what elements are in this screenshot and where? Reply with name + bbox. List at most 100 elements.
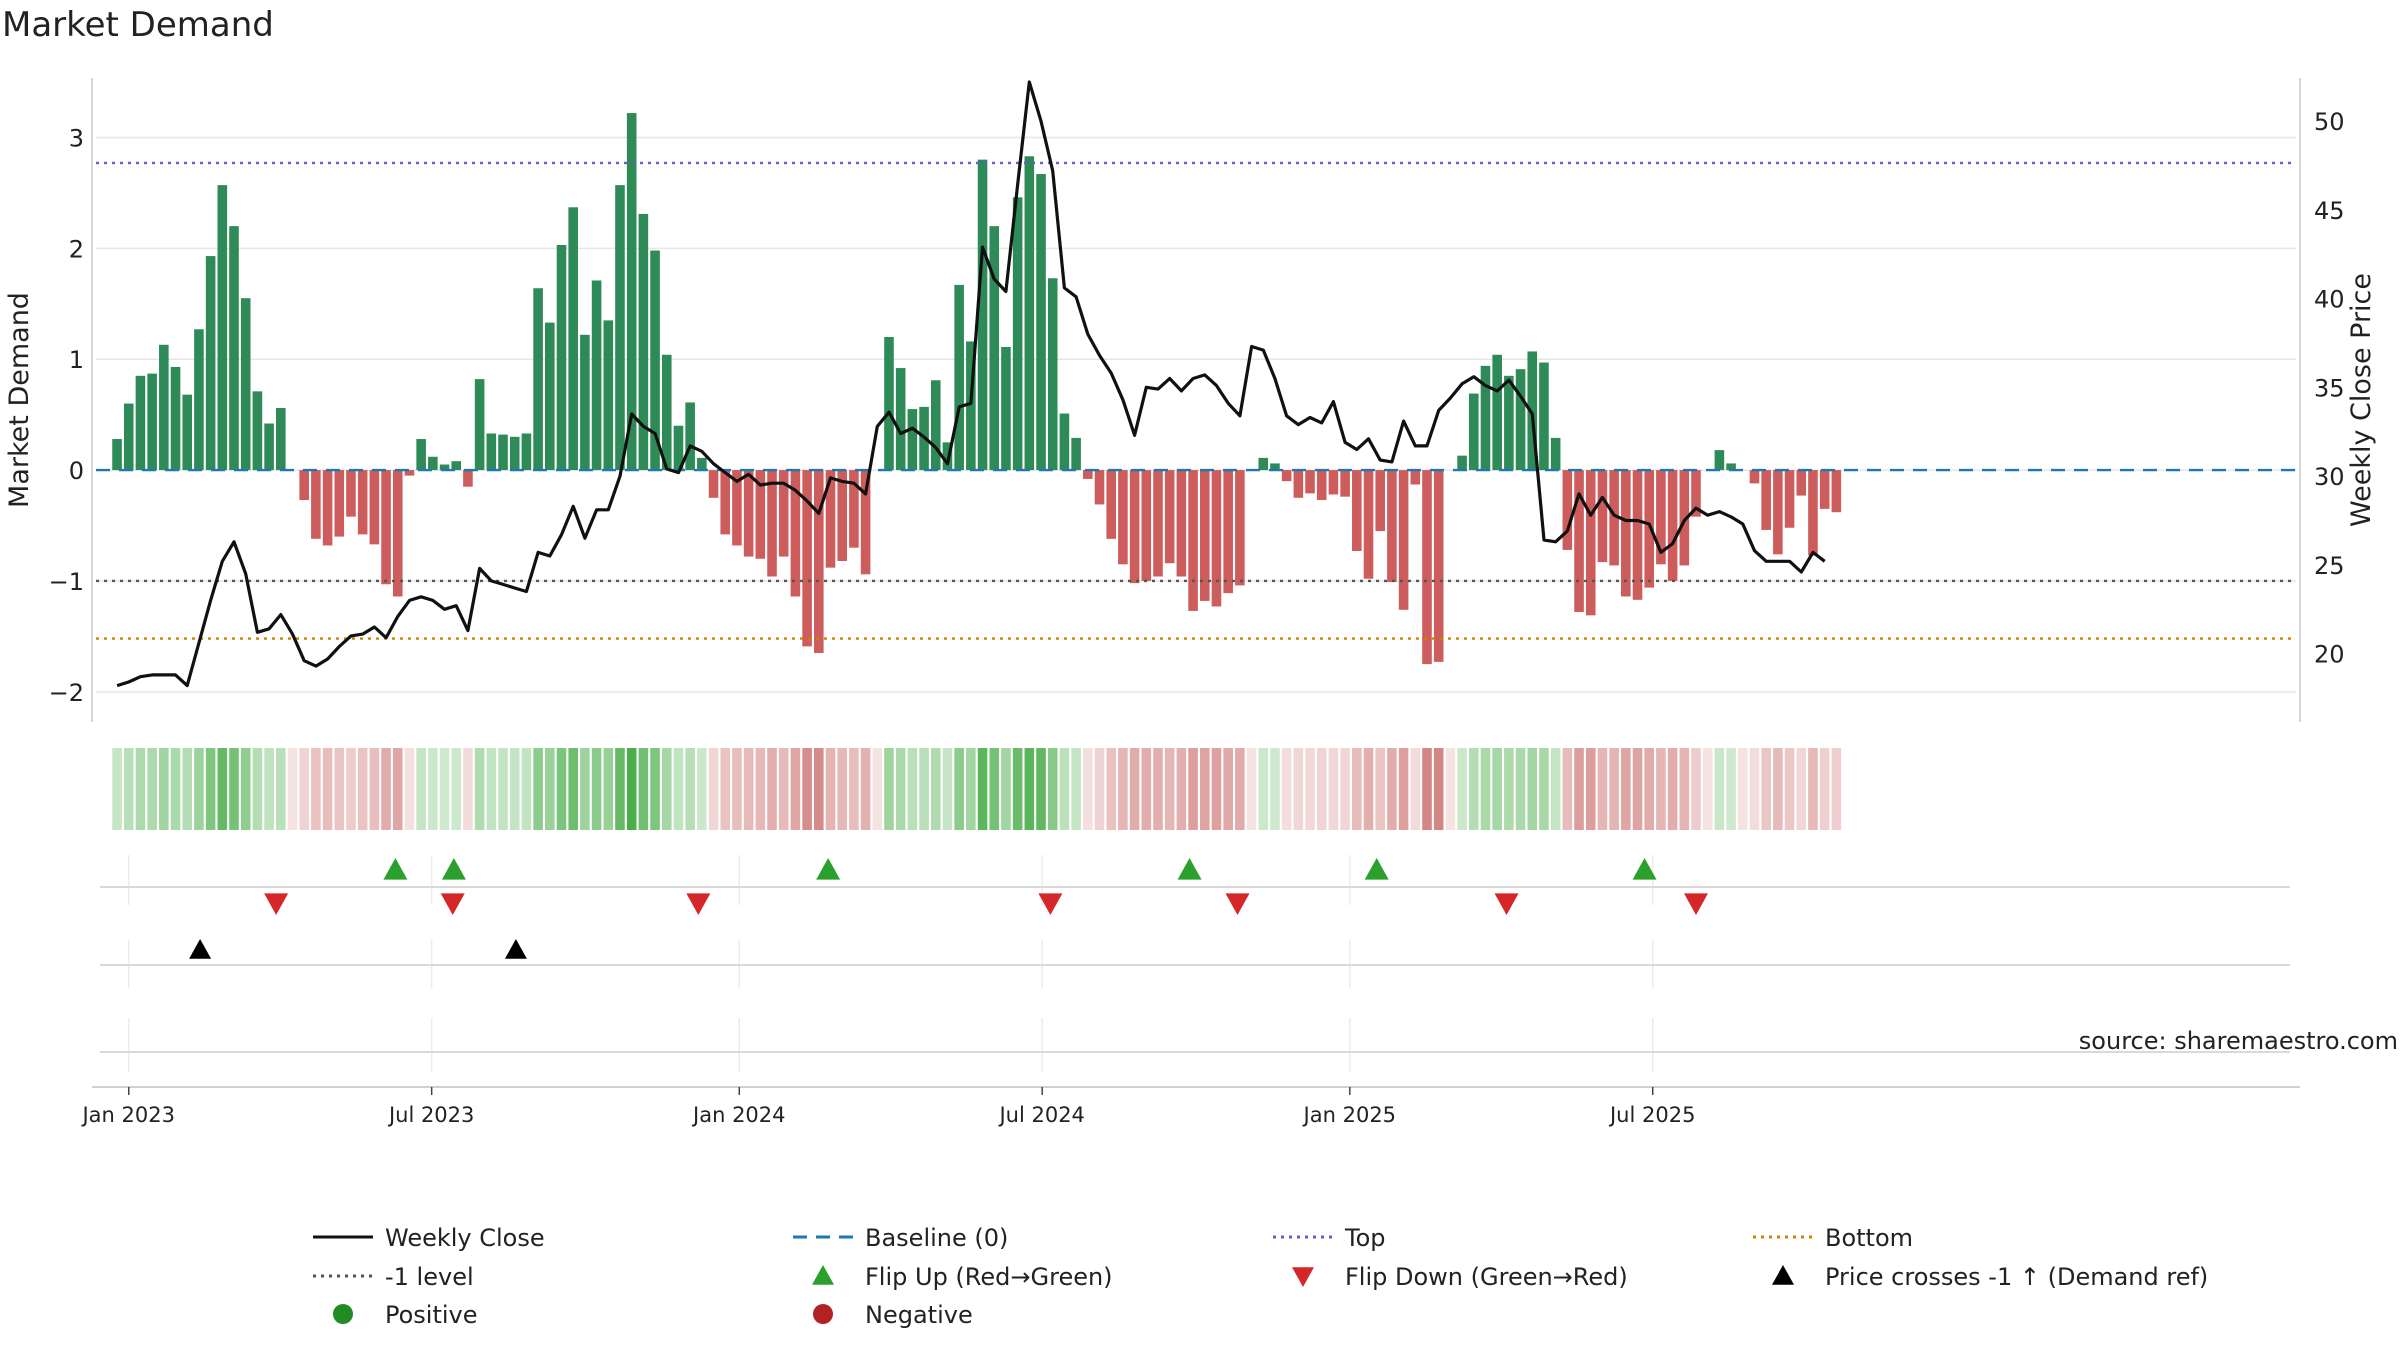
demand-bar (1188, 470, 1198, 611)
demand-bar (1808, 470, 1818, 556)
x-tick-label: Jan 2023 (80, 1103, 175, 1127)
demand-strip-cell (1188, 748, 1198, 830)
demand-strip-cell (439, 748, 450, 830)
demand-bar (264, 423, 274, 471)
demand-bar (708, 470, 719, 498)
y-tick-label: 2 (69, 235, 84, 263)
demand-strip-cell (977, 748, 988, 830)
demand-bar (1621, 470, 1631, 597)
demand-bar (1293, 470, 1304, 498)
demand-bar (825, 470, 836, 568)
demand-strip-cell (919, 748, 929, 830)
demand-strip-cell (1831, 748, 1842, 830)
y2-tick-label: 45 (2314, 197, 2345, 225)
demand-strip-cell (194, 748, 204, 830)
demand-strip-cell (1656, 748, 1666, 830)
demand-bar (1527, 351, 1538, 471)
demand-bar (1316, 470, 1327, 501)
demand-strip-cell (1083, 748, 1093, 830)
demand-bar (509, 436, 520, 471)
legend: Weekly Close Baseline (0) Top Bottom -1 leve… (313, 1224, 2208, 1329)
demand-bar (1059, 413, 1070, 471)
demand-bar (790, 470, 801, 597)
demand-bar (170, 366, 181, 471)
demand-strip-cell (1702, 748, 1713, 830)
demand-strip-cell (872, 748, 883, 830)
demand-strip-cell (392, 748, 403, 830)
flip-down-marker (1225, 893, 1250, 915)
demand-bar (299, 470, 309, 501)
demand-strip-cell (521, 748, 532, 830)
demand-strip-cell (357, 748, 368, 830)
demand-bar (498, 434, 508, 471)
demand-strip-cell (1211, 748, 1222, 830)
demand-strip-cell (1761, 748, 1771, 830)
demand-bar (1211, 470, 1222, 607)
demand-strip-cell (989, 748, 1000, 830)
price-cross-marker (189, 939, 212, 959)
demand-bar (1012, 197, 1023, 471)
demand-strip-cell (1387, 748, 1397, 830)
demand-strip-cell (1246, 748, 1257, 830)
demand-bar (661, 354, 672, 471)
legend-bottom-label: Bottom (1825, 1224, 1913, 1252)
demand-bar (1422, 470, 1432, 665)
demand-strip-cell (720, 748, 731, 830)
demand-strip-cell (1305, 748, 1315, 830)
demand-strip-cell (474, 748, 485, 830)
demand-bar (778, 470, 789, 557)
demand-bar (1118, 470, 1128, 565)
demand-bar (849, 470, 859, 548)
demand-bar (381, 470, 391, 585)
demand-bar (884, 337, 894, 471)
demand-bar (1129, 470, 1140, 584)
demand-bar (147, 373, 157, 471)
demand-strip-cell (311, 748, 321, 830)
demand-strip-cell (954, 748, 964, 830)
demand-bar (1153, 470, 1163, 577)
legend-top-label: Top (1344, 1224, 1386, 1252)
demand-strip-cell (1515, 748, 1526, 830)
demand-bar (1574, 470, 1584, 612)
demand-bar (428, 456, 438, 471)
y2-tick-label: 20 (2314, 641, 2345, 669)
flip-up-marker (816, 858, 841, 880)
demand-strip-cell (650, 748, 660, 830)
demand-strip-cell (1199, 748, 1210, 830)
demand-strip-cell (849, 748, 859, 830)
demand-bar (697, 457, 707, 471)
y-tick-label: −1 (49, 568, 84, 596)
y2-tick-label: 25 (2314, 552, 2345, 580)
demand-strip (112, 748, 1842, 830)
demand-bar (1363, 470, 1374, 579)
demand-strip-cell (1796, 748, 1807, 830)
demand-bar (1001, 346, 1011, 471)
demand-strip-cell (159, 748, 169, 830)
demand-bar (1106, 470, 1116, 539)
demand-bar (1258, 457, 1269, 471)
demand-strip-cell (1118, 748, 1128, 830)
demand-bar (837, 470, 847, 561)
demand-strip-cell (1773, 748, 1783, 830)
legend-price-cross-label: Price crosses -1 ↑ (Demand ref) (1825, 1263, 2208, 1291)
demand-strip-cell (1340, 748, 1350, 830)
demand-strip-cell (1808, 748, 1818, 830)
demand-strip-cell (1106, 748, 1116, 830)
demand-strip-cell (1644, 748, 1655, 830)
demand-bar (1398, 470, 1409, 610)
demand-bar (1539, 362, 1549, 471)
demand-bar (1410, 470, 1421, 485)
demand-bar (533, 288, 543, 471)
demand-bar (1492, 354, 1502, 471)
demand-bar (802, 470, 812, 647)
demand-strip-cell (1726, 748, 1736, 830)
demand-strip-cell (428, 748, 438, 830)
demand-bar (1387, 470, 1397, 583)
demand-bar (1223, 470, 1233, 594)
demand-strip-cell (1328, 748, 1339, 830)
demand-bar (123, 403, 134, 471)
demand-strip-cell (661, 748, 672, 830)
demand-bar (954, 284, 964, 471)
demand-strip-cell (182, 748, 193, 830)
demand-bar (1726, 463, 1736, 471)
